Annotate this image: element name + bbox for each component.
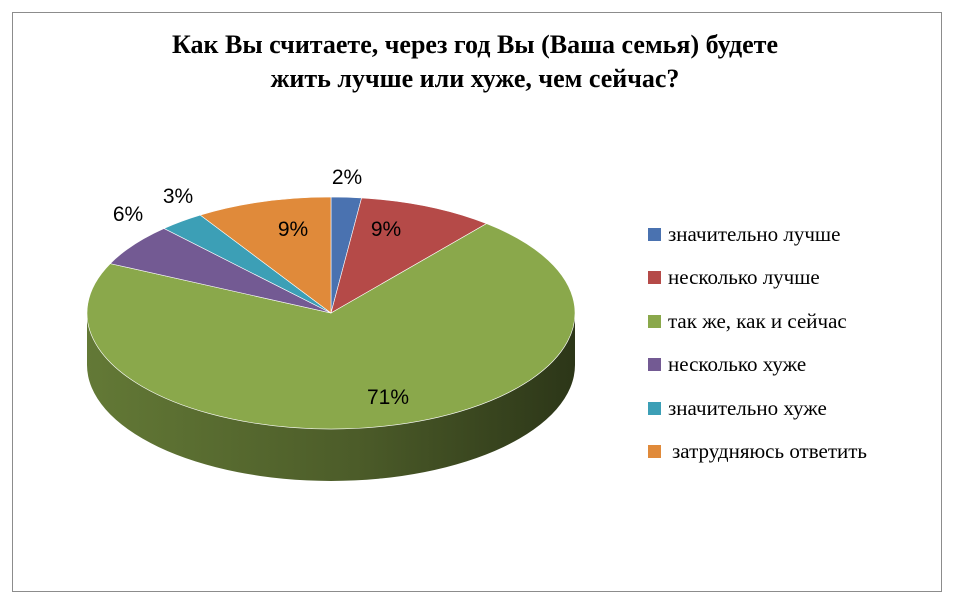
data-label-значительно-лучше: 2% (332, 166, 362, 189)
legend-swatch (648, 314, 661, 328)
chart-title: Как Вы считаете, через год Вы (Ваша семь… (40, 28, 910, 96)
legend-item-значительно-лучше: значительно лучше (648, 222, 840, 246)
chart-title-line-1: Как Вы считаете, через год Вы (Ваша семь… (172, 30, 778, 59)
legend-label: несколько хуже (668, 352, 807, 376)
legend-swatch (648, 401, 661, 415)
pie-slice-затрудняюсь-ответить (199, 196, 332, 314)
data-label-затрудняюсь-ответить: 9% (278, 218, 308, 241)
legend-swatch (648, 271, 661, 284)
legend-label: несколько лучше (668, 265, 820, 289)
legend-swatch (648, 227, 661, 241)
legend-item-несколько-лучше: несколько лучше (648, 265, 820, 290)
legend-label: так же, как и сейчас (668, 308, 847, 333)
legend-item-затрудняюсь-ответить: затрудняюсь ответить (648, 439, 868, 464)
legend-swatch (648, 358, 661, 371)
data-label-несколько-лучше: 9% (371, 218, 401, 241)
data-label-несколько-хуже: 6% (113, 203, 143, 226)
legend-label: затрудняюсь ответить (672, 439, 868, 463)
data-label-так-же-как-и-сейчас: 71% (367, 386, 409, 409)
pie-chart: 2% 9% 71% 6% 3% 9% (86, 166, 576, 481)
legend-item-так-же-как-и-сейчас: так же, как и сейчас (648, 309, 847, 333)
pie-slice-несколько-лучше (330, 197, 488, 314)
legend-item-несколько-хуже: несколько хуже (648, 352, 807, 377)
pie-side-так-же-как-и-сейчас (87, 313, 575, 481)
chart-title-line-2: жить лучше или хуже, чем сейчас? (270, 64, 680, 93)
legend-label: значительно лучше (668, 221, 841, 246)
legend-item-значительно-хуже: значительно хуже (648, 396, 827, 420)
legend-label: значительно хуже (668, 395, 827, 420)
data-label-значительно-хуже: 3% (163, 185, 193, 208)
legend-swatch (648, 445, 661, 458)
pie-slice-так-же-как-и-сейчас (86, 223, 576, 430)
